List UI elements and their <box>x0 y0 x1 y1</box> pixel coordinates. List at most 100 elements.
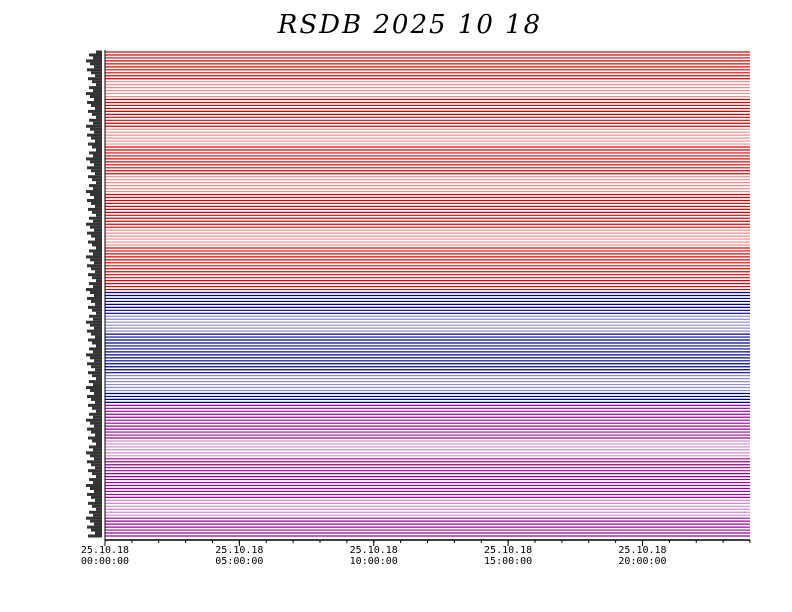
y-axis-label-mark <box>93 89 102 93</box>
x-axis: 25.10.1800:00:0025.10.1805:00:0025.10.18… <box>81 50 751 567</box>
y-axis-label-mark <box>96 344 102 348</box>
y-axis-label-mark <box>87 394 102 398</box>
y-axis-label-mark <box>87 166 102 170</box>
y-axis-label-mark <box>88 371 102 375</box>
y-axis-label-mark <box>93 383 102 387</box>
y-axis-label-mark <box>90 225 102 229</box>
y-axis-label-mark <box>88 142 102 146</box>
y-axis-label-mark <box>93 448 102 452</box>
y-axis-label-mark <box>94 489 102 493</box>
y-axis-label-mark <box>94 196 102 199</box>
y-axis-label-mark <box>89 86 102 90</box>
y-axis-label-mark <box>86 190 102 194</box>
y-axis-label-mark <box>92 243 102 247</box>
y-axis-label-mark <box>90 127 102 131</box>
y-axis-label-mark <box>90 62 102 66</box>
y-axis-label-mark <box>86 386 102 390</box>
y-axis-label-mark <box>94 98 102 102</box>
y-axis-label-mark <box>92 112 102 116</box>
y-axis-label-mark <box>96 83 102 87</box>
y-axis-label-mark <box>93 219 102 223</box>
y-axis-label-mark <box>87 525 102 529</box>
y-axis-label-mark <box>86 353 102 357</box>
y-axis-label-mark <box>94 130 102 134</box>
y-axis-label-mark <box>89 216 102 220</box>
y-axis-label-mark <box>96 279 102 283</box>
y-axis-label-mark <box>94 65 102 69</box>
y-axis-label-mark <box>91 397 102 401</box>
y-axis-label-mark <box>90 421 102 425</box>
y-axis-label-mark <box>92 472 102 476</box>
y-axis-label-mark <box>89 53 102 57</box>
y-axis-label-mark <box>88 175 102 179</box>
x-tick-label-time: 10:00:00 <box>350 556 398 567</box>
y-axis-label-mark <box>96 115 102 119</box>
x-tick-label-time: 20:00:00 <box>618 556 666 567</box>
y-axis-label-mark <box>93 56 102 60</box>
y-axis-label-mark <box>94 424 102 428</box>
y-axis-label-mark <box>92 308 102 312</box>
y-axis-label-mark <box>91 136 102 140</box>
y-axis-label-mark <box>86 288 102 292</box>
y-axis-label-mark <box>86 320 102 324</box>
y-axis-label-mark <box>91 103 102 107</box>
y-axis-label-mark <box>88 436 102 440</box>
y-axis-label-mark <box>96 213 102 217</box>
y-axis-label-mark <box>87 68 102 72</box>
y-axis-label-mark <box>95 466 102 470</box>
y-axis-label-mark <box>90 356 102 360</box>
y-axis-label-mark <box>93 481 102 485</box>
y-axis-label-mark <box>89 184 102 188</box>
y-axis-label-mark <box>92 439 102 443</box>
y-axis-label-mark <box>89 380 102 384</box>
y-axis-label-mark <box>90 160 102 164</box>
y-axis-label-mark <box>86 255 102 259</box>
y-axis-label-mark <box>86 157 102 161</box>
y-axis-label-mark <box>86 59 102 63</box>
x-tick-label-time: 15:00:00 <box>484 556 532 567</box>
y-axis-label-mark <box>90 95 102 99</box>
y-axis-label-mark <box>87 492 102 496</box>
x-tick-label-date: 25.10.18 <box>81 545 129 556</box>
y-axis-label-mark <box>86 484 102 488</box>
x-tick-label-time: 05:00:00 <box>215 556 263 567</box>
y-axis-label-mark <box>87 231 102 235</box>
y-axis-label-mark <box>95 433 102 437</box>
y-axis-label-mark <box>87 133 102 137</box>
y-axis-label-mark <box>88 501 102 505</box>
y-axis-label-mark <box>92 341 102 345</box>
series-layer <box>105 51 750 537</box>
y-axis-labels <box>86 50 102 538</box>
y-axis-label-mark <box>90 323 102 327</box>
y-axis-label-mark <box>92 504 102 508</box>
y-axis-label-mark <box>91 267 102 271</box>
y-axis-label-mark <box>86 222 102 226</box>
y-axis-label-mark <box>94 359 102 363</box>
y-axis-label-mark <box>95 531 102 535</box>
y-axis-label-mark <box>87 329 102 333</box>
y-axis-label-mark <box>90 389 102 392</box>
y-axis-label-mark <box>93 154 102 158</box>
y-axis-label-mark <box>95 106 102 110</box>
y-axis-label-mark <box>89 314 102 318</box>
y-axis-label-mark <box>87 100 102 104</box>
y-axis-label-mark <box>91 299 102 303</box>
y-axis-label-mark <box>96 377 102 381</box>
y-axis-label-mark <box>86 516 102 520</box>
y-axis-label-mark <box>86 418 102 422</box>
y-axis-label-mark <box>88 77 102 81</box>
y-axis-label-mark <box>89 282 102 286</box>
y-axis-label-mark <box>91 463 102 467</box>
y-axis-label-mark <box>91 201 102 205</box>
y-axis-label-mark <box>96 311 102 315</box>
y-axis-label-mark <box>88 240 102 244</box>
y-axis-label-mark <box>93 252 102 256</box>
y-axis-label-mark <box>95 74 102 78</box>
y-axis-label-mark <box>94 522 102 526</box>
y-axis-label-mark <box>87 362 102 366</box>
y-axis-label-mark <box>95 400 102 404</box>
x-tick-label-time: 00:00:00 <box>81 556 129 567</box>
y-axis-label-mark <box>90 454 102 458</box>
y-axis-label-mark <box>92 374 102 378</box>
